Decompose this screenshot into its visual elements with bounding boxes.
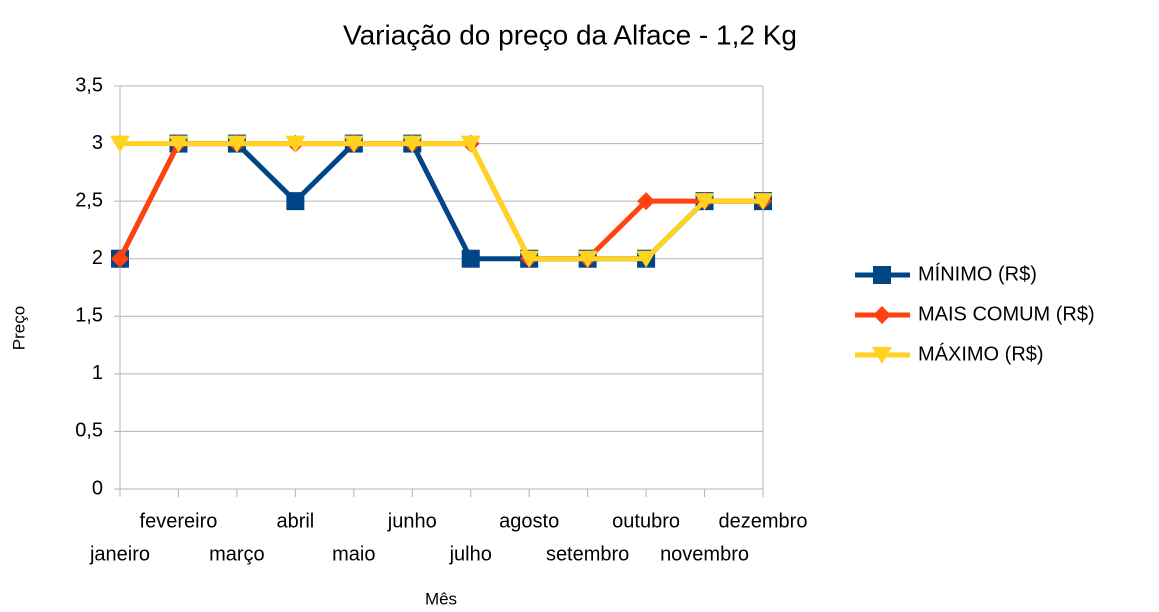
series-line [120, 141, 763, 262]
marker [873, 306, 891, 324]
x-tick-label: março [209, 543, 265, 565]
x-axis-label: Mês [425, 589, 457, 608]
marker [460, 135, 481, 153]
chart-title: Variação do preço da Alface - 1,2 Kg [343, 19, 797, 50]
marker [343, 135, 364, 153]
marker [873, 266, 891, 284]
marker [753, 193, 773, 211]
x-tick-label: outubro [612, 510, 680, 532]
x-tick-label: fevereiro [140, 510, 218, 532]
x-tick-label: dezembro [719, 510, 808, 532]
x-tick-label: setembro [546, 543, 629, 565]
y-tick-label: 3,5 [75, 74, 103, 96]
marker [694, 193, 715, 211]
x-tick-label: julho [449, 543, 492, 565]
legend-label: MÁXIMO (R$) [918, 342, 1044, 365]
x-tick-label: abril [276, 510, 314, 532]
y-tick-label: 1,5 [75, 305, 103, 327]
y-tick-label: 3 [92, 132, 103, 154]
y-tick-label: 2,5 [75, 189, 103, 211]
marker [286, 192, 305, 211]
y-tick-label: 2 [92, 247, 103, 269]
marker [110, 135, 130, 153]
marker [461, 249, 480, 268]
y-tick-label: 0 [92, 477, 103, 499]
marker [577, 250, 598, 268]
legend-label: MÍNIMO (R$) [918, 262, 1037, 285]
marker [111, 249, 129, 268]
x-tick-label: junho [387, 510, 437, 532]
x-tick-label: agosto [499, 510, 559, 532]
y-tick-label: 1 [92, 362, 103, 384]
marker [636, 250, 657, 268]
marker [519, 250, 540, 268]
marker [285, 135, 306, 153]
x-tick-label: maio [332, 543, 375, 565]
marker [226, 135, 247, 153]
y-axis-label: Preço [9, 306, 28, 350]
x-tick-label: novembro [660, 543, 749, 565]
x-tick-label: janeiro [89, 543, 150, 565]
marker [637, 192, 656, 211]
marker [168, 135, 189, 153]
legend-label: MAIS COMUM (R$) [918, 303, 1095, 325]
marker [402, 135, 423, 153]
y-tick-label: 0,5 [75, 420, 103, 442]
marker [872, 347, 892, 364]
